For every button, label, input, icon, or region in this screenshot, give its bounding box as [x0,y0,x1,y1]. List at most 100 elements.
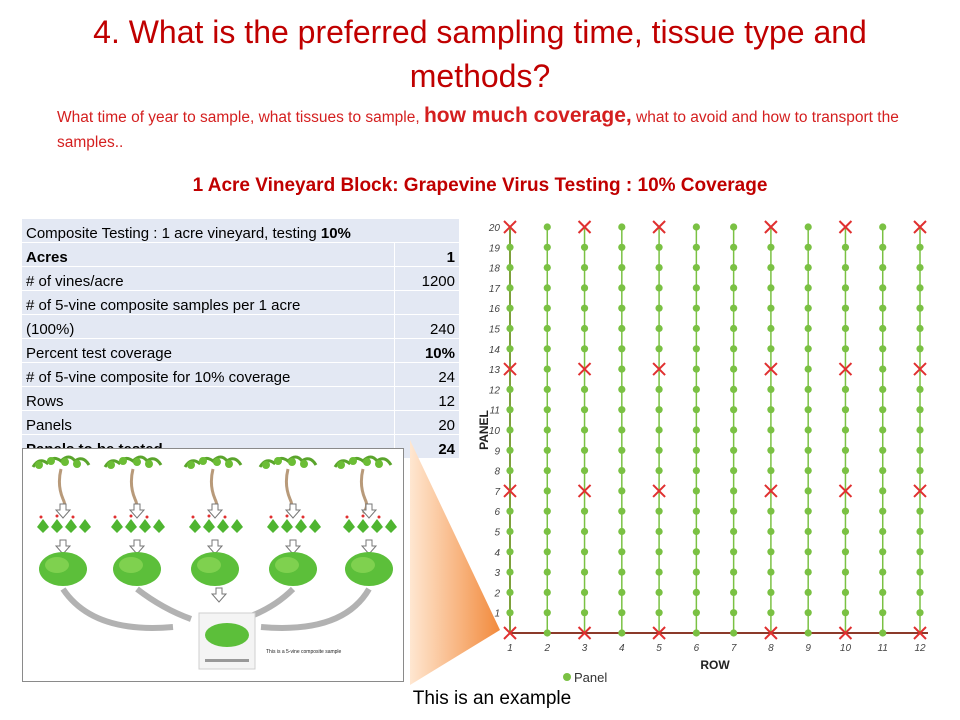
panel-point [580,548,589,556]
panel-point [804,345,812,353]
x-tick-label: 11 [878,643,888,654]
y-tick-label: 15 [489,325,501,336]
panel-point [879,304,887,312]
panel-point [618,467,626,475]
vine-column-2 [103,455,165,586]
y-axis-label: PANEL [477,410,491,450]
x-tick-label: 4 [619,643,625,654]
panel-point [916,426,924,434]
panel-point [506,568,514,576]
panel-point [767,588,775,596]
panel-point [618,527,626,536]
panel-point [618,426,626,434]
panel-point [730,345,738,353]
panel-point [618,629,626,637]
panel-point [692,406,700,414]
panel-point [692,467,700,475]
panel-point [767,385,775,393]
panel-point [879,467,887,475]
panel-point [543,365,551,373]
x-tick-label: 8 [768,643,774,654]
panel-point [655,345,663,353]
tested-panel-mark [764,626,778,640]
panel-point [692,507,700,515]
panel-point [692,243,700,251]
panel-point [841,345,850,353]
panel-point [543,629,551,637]
panel-point [767,406,775,414]
panel-point [730,527,738,536]
panel-point [804,588,812,596]
tested-panel-mark [913,626,927,640]
panel-point [879,446,887,454]
panel-point [580,446,589,454]
title-line-2: methods? [409,58,551,94]
panel-point [730,507,738,515]
vine-column-4 [258,455,321,586]
row-label: # of 5-vine composite samples per 1 acre [22,290,395,315]
panel-point [692,609,700,617]
panel-point [767,426,775,434]
footer-caption: This is an example [412,688,572,709]
panel-point [543,264,551,272]
panel-point [841,324,850,333]
panel-point [655,446,663,454]
panel-point [692,446,700,454]
panel-point [730,487,738,495]
panel-point [879,507,887,515]
panel-point [841,588,850,596]
panel-point [618,568,626,576]
vine-column-3 [183,455,243,586]
tested-panel-mark [577,484,592,498]
panel-point [506,527,514,536]
tested-panel-mark [913,484,927,498]
block-title: 1 Acre Vineyard Block: Grapevine Virus T… [192,175,768,196]
tested-panel-mark [652,484,666,498]
panel-point [655,406,663,414]
panel-point [543,324,551,333]
panel-point [916,406,924,414]
panel-point [506,243,514,251]
tested-panel-mark [652,626,666,640]
y-tick-label: 14 [489,345,501,356]
panel-point [618,588,626,596]
panel-point [804,385,812,393]
panel-point [767,284,775,292]
panel-point [692,568,700,576]
panel-point [916,385,924,393]
y-tick-label: 8 [494,467,500,478]
panel-point [879,385,887,393]
row-label: Percent test coverage [22,338,395,363]
panel-point [730,406,738,414]
panel-point [916,243,924,251]
panel-point [879,324,887,333]
x-tick-label: 3 [582,643,588,654]
x-tick-label: 9 [805,643,811,654]
tested-panel-mark [652,220,666,234]
panel-point [543,609,551,617]
panel-point [543,304,551,312]
panel-point [767,324,775,333]
panel-point [804,548,812,556]
table-row: # of 5-vine composite samples per 1 acre [22,290,459,315]
panel-point [841,284,850,292]
panel-point [506,588,514,596]
row-label: # of vines/acre [22,266,395,291]
panel-point [767,507,775,515]
y-tick-label: 18 [489,264,501,275]
y-tick-label: 11 [490,406,500,417]
panel-point [767,467,775,475]
y-tick-label: 19 [489,243,501,254]
panel-point [580,304,589,312]
sample-bag-icon [198,612,256,670]
panel-point [506,467,514,475]
panel-point [804,406,812,414]
row-value: 10% [394,338,459,363]
subtitle-part-c: what to avoid and how to transport the s… [57,109,899,151]
row-label: Acres [22,242,395,267]
tested-panel-mark [913,362,927,376]
table-row: (100%) 240 [22,314,459,339]
tested-panel-mark [577,220,592,234]
row-label: (100%) [22,314,395,339]
